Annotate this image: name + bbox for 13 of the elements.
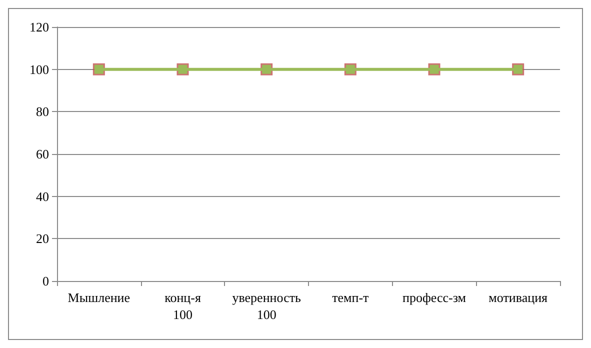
x-tick-label: конц-я 100 (164, 290, 201, 322)
y-tick-label: 100 (30, 62, 49, 77)
x-tick-label: Мышление (68, 290, 130, 305)
y-tick-label: 0 (42, 274, 49, 288)
x-tick-label: темп-т (332, 290, 370, 305)
x-tick-label: професс-зм (402, 290, 466, 305)
y-tick-label: 40 (36, 188, 49, 204)
y-tick-label: 20 (36, 231, 49, 246)
y-tick-label: 60 (36, 146, 49, 162)
x-tick-label: мотивация (488, 290, 548, 305)
y-tick-label: 120 (30, 20, 49, 34)
x-tick-label: уверенность 100 (232, 290, 302, 322)
y-tick-label: 80 (36, 104, 49, 120)
